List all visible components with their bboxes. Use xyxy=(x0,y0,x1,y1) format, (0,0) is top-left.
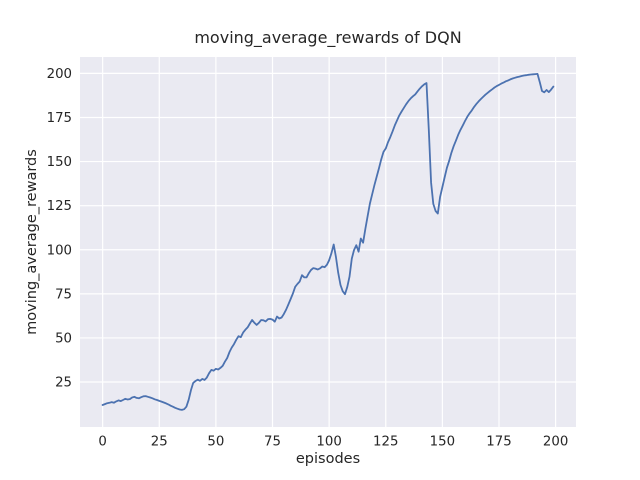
x-tick-label: 150 xyxy=(430,435,455,450)
x-tick-label: 200 xyxy=(543,435,568,450)
x-axis-label: episodes xyxy=(295,451,361,467)
y-tick-label: 200 xyxy=(47,67,72,82)
x-tick-label: 175 xyxy=(486,435,511,450)
x-tick-label: 0 xyxy=(98,435,106,450)
series-line xyxy=(101,73,555,411)
y-tick-label: 50 xyxy=(55,331,72,346)
x-tick-label: 125 xyxy=(373,435,398,450)
y-tick-label: 125 xyxy=(47,199,72,214)
x-tick-label: 25 xyxy=(151,435,168,450)
y-tick-label: 75 xyxy=(55,287,72,302)
plot-area xyxy=(80,57,576,427)
x-tick-label: 75 xyxy=(264,435,281,450)
y-tick-label: 150 xyxy=(47,155,72,170)
y-tick-label: 25 xyxy=(55,376,72,391)
y-axis-label: moving_average_rewards xyxy=(24,149,40,335)
chart-title: moving_average_rewards of DQN xyxy=(194,28,462,47)
x-tick-label: 100 xyxy=(316,435,341,450)
x-tick-label: 50 xyxy=(207,435,224,450)
y-tick-label: 175 xyxy=(47,111,72,126)
y-tick-label: 100 xyxy=(47,243,72,258)
